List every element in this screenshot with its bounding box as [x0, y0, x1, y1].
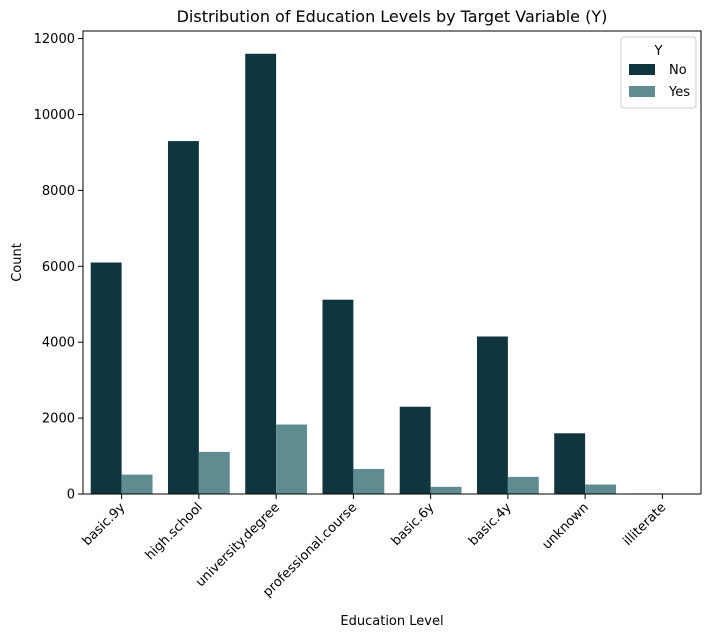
x-tick-label: basic.6y: [389, 500, 438, 549]
y-tick-label: 12000: [34, 32, 75, 47]
y-tick-label: 4000: [42, 336, 75, 351]
x-axis-label: Education Level: [340, 614, 443, 629]
y-tick-label: 8000: [42, 184, 75, 199]
y-axis-label: Count: [10, 243, 25, 282]
x-tick-label: high.school: [143, 500, 206, 563]
y-tick-label: 0: [67, 488, 75, 503]
legend-swatch-no: [629, 64, 655, 75]
y-tick-label: 6000: [42, 260, 75, 275]
legend-label-yes: Yes: [668, 85, 690, 100]
legend-title: Y: [654, 44, 663, 59]
bar-yes-high-school: [199, 452, 230, 494]
legend: Y No Yes: [621, 37, 696, 108]
bar-no-professional-course: [322, 300, 353, 494]
bars-group: [91, 54, 694, 494]
bar-yes-basic-6y: [431, 487, 462, 494]
chart-title: Distribution of Education Levels by Targ…: [177, 7, 608, 26]
bar-no-high-school: [168, 141, 199, 494]
bar-no-university-degree: [245, 54, 276, 494]
y-axis: 0 2000 4000 6000 8000 10000 12000: [34, 32, 83, 502]
bar-yes-unknown: [585, 485, 616, 494]
bar-yes-university-degree: [276, 425, 307, 494]
bar-no-basic-4y: [477, 337, 508, 495]
bar-no-unknown: [554, 433, 585, 494]
x-tick-label: unknown: [540, 500, 592, 552]
legend-label-no: No: [669, 63, 687, 78]
bar-no-basic-9y: [91, 263, 122, 495]
x-tick-label: basic.9y: [80, 500, 129, 549]
x-tick-label: university.degree: [193, 500, 283, 590]
bar-yes-professional-course: [353, 469, 384, 494]
y-tick-label: 10000: [34, 108, 75, 123]
bar-yes-basic-4y: [508, 477, 539, 494]
bar-yes-basic-9y: [122, 475, 153, 494]
x-tick-label: basic.4y: [466, 500, 515, 549]
x-tick-label: illiterate: [620, 500, 669, 549]
legend-swatch-yes: [629, 86, 655, 97]
bar-no-basic-6y: [400, 407, 431, 494]
y-tick-label: 2000: [42, 412, 75, 427]
